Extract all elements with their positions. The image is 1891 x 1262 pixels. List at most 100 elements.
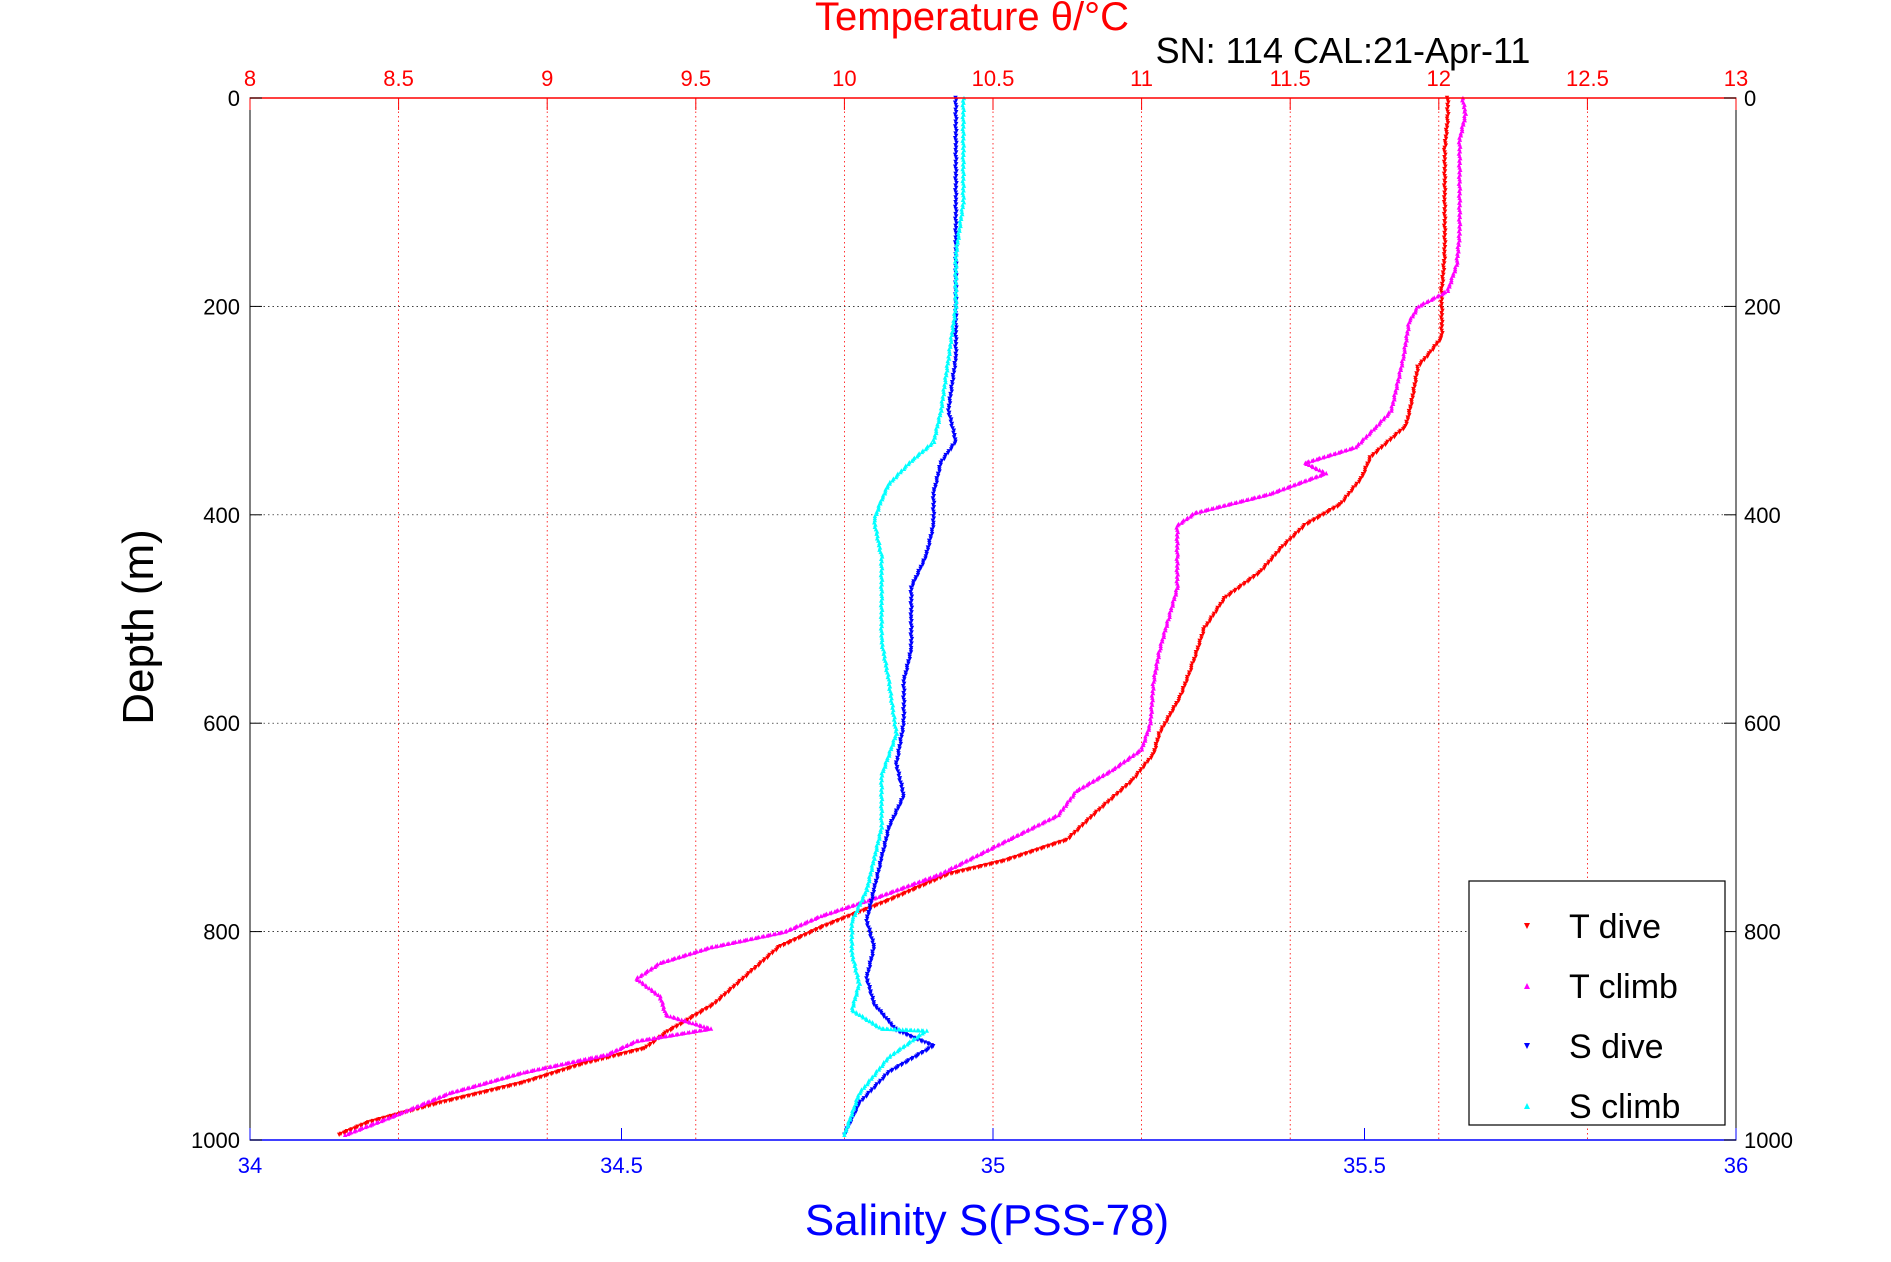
data-point bbox=[905, 1042, 910, 1047]
data-point bbox=[934, 480, 940, 485]
data-point bbox=[1452, 264, 1458, 270]
data-point bbox=[1063, 803, 1069, 808]
data-point bbox=[913, 1054, 919, 1060]
data-point bbox=[908, 596, 914, 602]
data-point bbox=[1443, 164, 1448, 169]
data-point bbox=[948, 394, 953, 399]
data-point bbox=[951, 428, 957, 433]
data-point bbox=[669, 957, 675, 962]
data-point bbox=[1399, 360, 1405, 366]
data-point bbox=[865, 881, 871, 886]
data-point bbox=[880, 493, 886, 498]
data-point bbox=[891, 1051, 896, 1057]
data-point bbox=[871, 945, 876, 950]
data-point bbox=[470, 1092, 476, 1098]
data-point bbox=[1186, 672, 1192, 678]
data-point bbox=[1349, 489, 1355, 494]
data-point bbox=[1444, 116, 1450, 122]
data-point bbox=[899, 734, 904, 740]
data-point bbox=[894, 731, 900, 736]
salinity-tick-label: 35.5 bbox=[1343, 1153, 1386, 1178]
data-point bbox=[931, 514, 936, 519]
data-point bbox=[909, 1027, 914, 1033]
data-point bbox=[1164, 623, 1170, 628]
data-point bbox=[1442, 249, 1447, 255]
data-point bbox=[1397, 430, 1402, 435]
data-point bbox=[954, 197, 959, 203]
data-point bbox=[943, 370, 949, 375]
data-point bbox=[877, 860, 882, 866]
data-point bbox=[855, 1095, 861, 1100]
data-point bbox=[945, 408, 951, 413]
data-series bbox=[336, 95, 1469, 1137]
legend-entry: T climb bbox=[1569, 968, 1678, 1006]
data-point bbox=[901, 679, 906, 684]
data-point bbox=[336, 1132, 342, 1137]
data-point bbox=[902, 711, 907, 717]
data-point bbox=[944, 365, 950, 371]
data-point bbox=[952, 176, 958, 181]
data-point bbox=[899, 732, 904, 737]
data-point bbox=[949, 387, 954, 392]
data-point bbox=[954, 242, 959, 248]
data-point bbox=[1309, 458, 1315, 463]
data-point bbox=[1276, 549, 1282, 554]
depth-tick-label-right: 800 bbox=[1744, 920, 1781, 945]
data-point bbox=[960, 202, 965, 207]
data-point bbox=[821, 913, 826, 918]
data-point bbox=[680, 953, 686, 959]
data-point bbox=[1440, 308, 1445, 314]
data-point bbox=[894, 767, 899, 772]
data-point bbox=[908, 643, 913, 648]
data-point bbox=[954, 325, 959, 330]
data-point bbox=[857, 1012, 862, 1017]
data-point bbox=[660, 1033, 666, 1038]
data-point bbox=[1443, 176, 1448, 181]
data-point bbox=[953, 183, 958, 188]
data-point bbox=[909, 882, 915, 887]
data-point bbox=[1324, 470, 1329, 476]
data-point bbox=[856, 983, 861, 989]
data-point bbox=[592, 1058, 598, 1064]
data-point bbox=[952, 152, 958, 158]
data-point bbox=[575, 1058, 580, 1064]
data-point bbox=[953, 171, 958, 176]
data-point bbox=[933, 426, 939, 431]
data-point bbox=[1310, 464, 1316, 470]
data-point bbox=[808, 918, 813, 923]
data-point bbox=[1445, 98, 1450, 103]
data-point bbox=[848, 1115, 853, 1120]
data-point bbox=[1201, 631, 1206, 637]
data-point bbox=[1056, 840, 1061, 846]
data-point bbox=[935, 421, 940, 427]
data-point bbox=[1455, 246, 1461, 252]
data-point bbox=[1226, 502, 1231, 507]
data-point bbox=[1118, 789, 1124, 794]
data-point bbox=[1232, 589, 1237, 594]
data-point bbox=[886, 825, 891, 830]
data-point bbox=[954, 121, 959, 127]
data-point bbox=[1443, 143, 1449, 148]
data-point bbox=[954, 145, 959, 150]
data-point bbox=[900, 727, 905, 733]
data-point bbox=[874, 1005, 879, 1011]
data-point bbox=[1156, 652, 1161, 657]
data-point bbox=[1347, 446, 1352, 452]
data-point bbox=[1172, 594, 1177, 599]
data-point bbox=[1442, 166, 1447, 172]
data-point bbox=[1197, 638, 1202, 644]
data-point bbox=[1139, 747, 1145, 752]
data-point bbox=[895, 1048, 900, 1054]
data-point bbox=[528, 1068, 534, 1073]
data-point bbox=[459, 1095, 464, 1101]
data-point bbox=[901, 702, 906, 707]
data-point bbox=[954, 209, 959, 214]
data-point bbox=[879, 854, 885, 859]
data-point bbox=[639, 1047, 644, 1052]
data-point bbox=[852, 912, 858, 918]
data-point bbox=[1455, 251, 1460, 256]
data-point bbox=[953, 126, 959, 131]
data-point bbox=[447, 1090, 452, 1096]
data-point bbox=[1342, 498, 1347, 503]
data-point bbox=[663, 1010, 669, 1016]
